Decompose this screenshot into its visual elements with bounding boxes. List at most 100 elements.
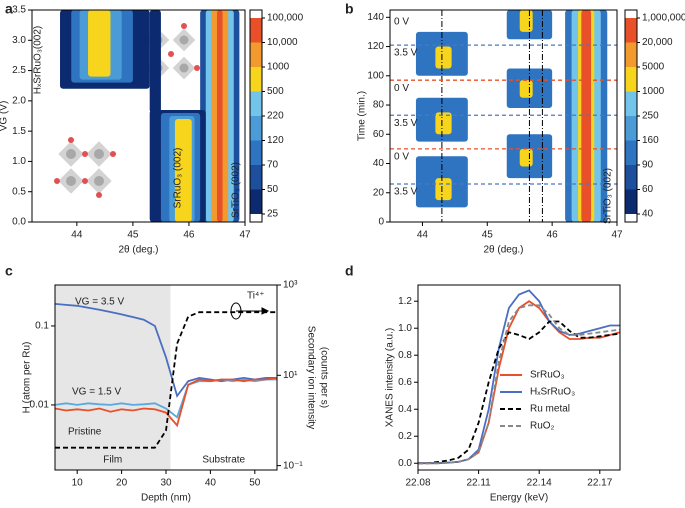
- y-tick-label: 3.0: [12, 35, 26, 46]
- colorbar-label: 500: [267, 86, 284, 97]
- y-tick-label: 1.5: [12, 126, 26, 137]
- colorbar-segment: [625, 140, 637, 165]
- y2-tick-label: 10³: [283, 280, 298, 291]
- y-tick-label: 40: [373, 158, 385, 169]
- stage-label: 0 V: [394, 152, 409, 163]
- y-tick-label: 80: [373, 100, 385, 111]
- y-tick-label: 1.2: [398, 296, 412, 307]
- colorbar-segment: [250, 165, 262, 190]
- colorbar-label: 250: [642, 111, 659, 122]
- colorbar-segment: [625, 67, 637, 92]
- x-tick-label: 46: [183, 230, 195, 241]
- colorbar-segment: [250, 116, 262, 141]
- colorbar-label: 120: [267, 135, 284, 146]
- colorbar-label: 100,000: [267, 13, 304, 24]
- colorbar-label: 1000: [267, 62, 290, 73]
- series-line: [418, 289, 620, 465]
- rotation-icon: [230, 302, 270, 320]
- x-tick-label: 40: [205, 478, 217, 489]
- y2-tick-label: 10⁻¹: [283, 460, 303, 471]
- series-line: [418, 304, 621, 465]
- colorbar-label: 10,000: [267, 37, 298, 48]
- stage-label: 3.5 V: [394, 187, 418, 198]
- stage-label: 3.5 V: [394, 118, 418, 129]
- plot-frame: [389, 9, 618, 223]
- series-line: [418, 300, 621, 465]
- colorbar-segment: [625, 91, 637, 116]
- x-tick-label: 22.14: [527, 478, 552, 489]
- colorbar-segment: [625, 189, 637, 214]
- x-tick-label: 20: [116, 478, 128, 489]
- x-tick-label: 47: [239, 230, 251, 241]
- series-label: Pristine: [68, 427, 102, 438]
- y-tick-label: 0.0: [12, 217, 26, 228]
- plot-frame: [54, 284, 278, 471]
- x-tick-label: 10: [72, 478, 84, 489]
- x-tick-label: 30: [160, 478, 172, 489]
- y-axis-label: H (atom per Ru): [22, 342, 33, 414]
- film-shade: [55, 285, 171, 470]
- intensity-region: [88, 10, 111, 77]
- y-tick-label: 1.0: [12, 156, 26, 167]
- colorbar-label: 1000: [642, 86, 665, 97]
- x-tick-label: 50: [249, 478, 261, 489]
- colorbar-label: 70: [267, 160, 279, 171]
- intensity-region: [174, 119, 192, 222]
- colorbar-label: 40: [642, 209, 654, 220]
- colorbar-label: 60: [642, 184, 654, 195]
- colorbar-segment: [250, 18, 262, 43]
- y-tick-label: 140: [367, 12, 384, 23]
- series-label: VG = 3.5 V: [75, 297, 125, 308]
- y2-tick-label: 10¹: [283, 370, 298, 381]
- panel-label: a: [5, 1, 13, 17]
- series-line: [55, 311, 277, 449]
- y-tick-label: 0.1: [35, 321, 49, 332]
- x-tick-label: 45: [127, 230, 139, 241]
- y-tick-label: 0.0: [398, 458, 412, 469]
- colorbar-bottom: [250, 214, 262, 222]
- peak-annotation: HₓSrRuO₃(002): [33, 26, 44, 94]
- colorbar-label: 25: [267, 209, 279, 220]
- y-tick-label: 100: [367, 70, 384, 81]
- y-tick-label: 2.5: [12, 65, 26, 76]
- y-tick-label: 0.4: [398, 404, 412, 415]
- y-tick-label: 0: [378, 217, 384, 228]
- y-tick-label: 3.5: [12, 5, 26, 16]
- colorbar-label: 50: [267, 184, 279, 195]
- series-line: [418, 320, 621, 465]
- x-tick-label: 22.17: [587, 478, 612, 489]
- intensity-region: [519, 148, 533, 167]
- y-axis-label: Time (min.): [357, 91, 368, 141]
- peak-annotation: SrTiO₃ (002): [231, 162, 242, 218]
- x-tick-label: 44: [417, 230, 429, 241]
- y-tick-label: 0.5: [12, 186, 26, 197]
- legend-label: SrRuO₃: [530, 370, 565, 381]
- series-label: VG = 1.5 V: [72, 387, 122, 398]
- intensity-region: [519, 10, 533, 32]
- x-tick-label: 44: [71, 230, 83, 241]
- x-tick-label: 46: [547, 230, 559, 241]
- y-tick-label: 2.0: [12, 95, 26, 106]
- stage-label: 3.5 V: [394, 48, 418, 59]
- peak-annotation: SrRuO₃ (002): [173, 148, 184, 209]
- region-label: Substrate: [202, 455, 245, 466]
- colorbar-label: 160: [642, 135, 659, 146]
- panel-label: c: [5, 263, 13, 279]
- x-tick-label: 22.08: [405, 478, 430, 489]
- colorbar-segment: [625, 165, 637, 190]
- colorbar-segment: [250, 42, 262, 67]
- x-axis-label: Energy (keV): [490, 493, 548, 504]
- colorbar-bottom: [625, 214, 637, 222]
- x-axis-label: 2θ (deg.): [118, 245, 158, 256]
- series-line: [54, 303, 277, 398]
- heatmap: [60, 10, 240, 222]
- plot-frame: [31, 9, 246, 223]
- colorbar-segment: [250, 67, 262, 92]
- crystal-icon: [54, 137, 116, 198]
- y-tick-label: 0.01: [30, 400, 50, 411]
- intensity-region: [149, 10, 161, 113]
- colorbar-segment: [250, 140, 262, 165]
- y-tick-label: 20: [373, 187, 385, 198]
- y-tick-label: 1.0: [398, 323, 412, 334]
